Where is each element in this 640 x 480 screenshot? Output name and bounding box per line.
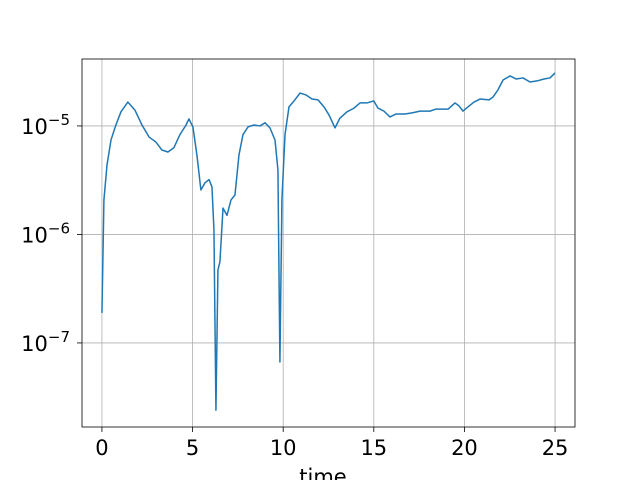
x-tick-label: 15 xyxy=(360,436,387,460)
x-tick-label: 25 xyxy=(542,436,569,460)
x-tick-label: 10 xyxy=(270,436,297,460)
x-tick-label: 5 xyxy=(186,436,199,460)
axes-frame xyxy=(81,58,576,428)
x-tick-label: 20 xyxy=(451,436,478,460)
x-tick-label: 0 xyxy=(95,436,108,460)
y-tick-label: 10−7 xyxy=(21,328,70,356)
x-axis-label: time xyxy=(299,465,346,480)
y-tick-label: 10−6 xyxy=(21,219,70,247)
y-tick-label: 10−5 xyxy=(21,111,70,139)
data-line xyxy=(101,72,556,411)
